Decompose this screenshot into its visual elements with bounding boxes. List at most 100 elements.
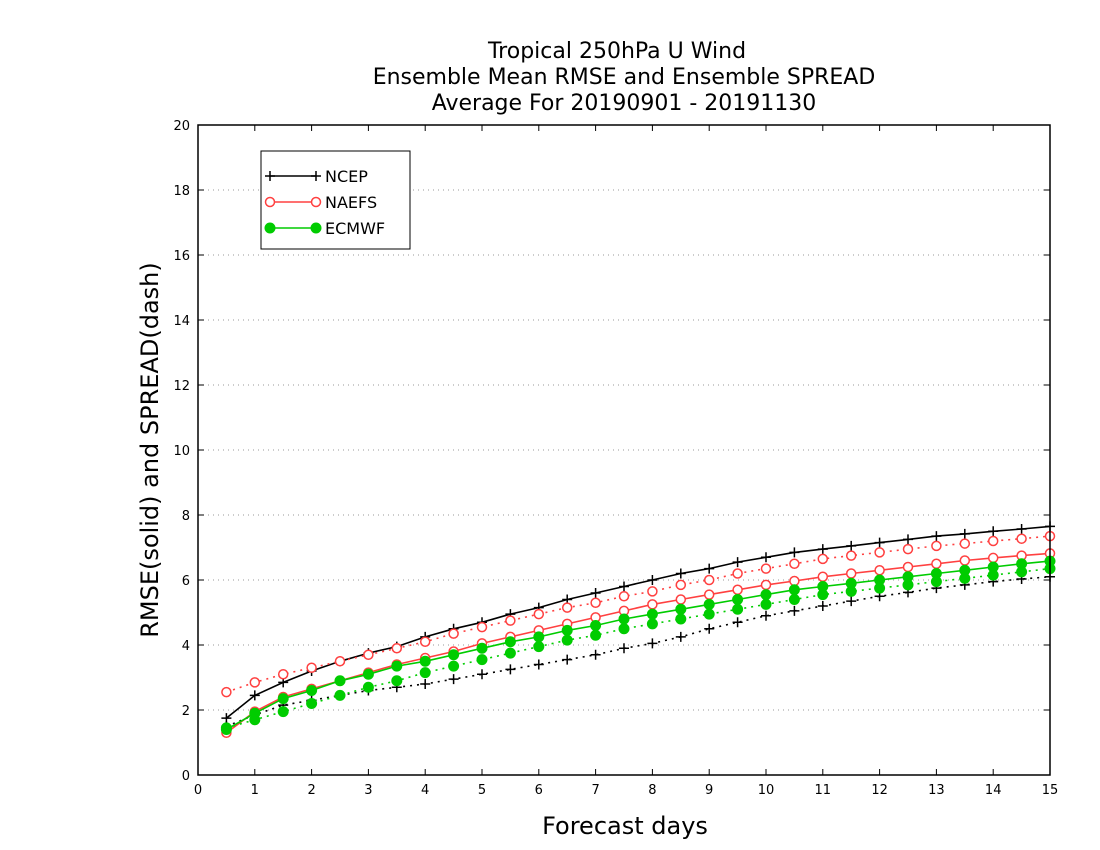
ecmwf-rmse-point: [504, 636, 516, 648]
x-tick-label: 10: [758, 783, 775, 798]
naefs-spread-point: [363, 649, 374, 660]
ecmwf-spread-point: [646, 618, 658, 630]
ecmwf-rmse-point: [817, 581, 829, 592]
naefs-spread-point: [334, 656, 346, 667]
ncep-rmse-point: [221, 713, 232, 724]
naefs-spread-point: [874, 547, 885, 558]
naefs-rmse-point: [931, 558, 942, 569]
y-tick-label: 0: [182, 769, 190, 784]
ncep-rmse-point: [761, 552, 771, 563]
ncep-spread-point: [704, 623, 715, 634]
naefs-spread-point: [277, 669, 289, 680]
naefs-spread-point: [931, 540, 942, 552]
ecmwf-rmse-point: [448, 649, 460, 661]
ecmwf-spread-point: [476, 654, 488, 666]
legend-label-naefs: NAEFS: [325, 193, 377, 212]
ecmwf-rmse-point: [987, 561, 999, 573]
ecmwf-rmse-point: [618, 613, 630, 625]
ecmwf-rmse-point: [874, 574, 886, 586]
ecmwf-spread-point: [306, 698, 318, 709]
x-tick-label: 2: [307, 783, 315, 798]
ncep-rmse-point: [817, 544, 828, 555]
ecmwf-spread-point: [504, 647, 516, 659]
naefs-spread-point: [703, 574, 715, 586]
naefs-rmse-point: [789, 575, 800, 587]
ecmwf-rmse-point: [277, 693, 289, 705]
naefs-rmse-point: [987, 552, 999, 564]
ecmwf-rmse-point: [561, 624, 573, 636]
naefs-spread-point: [817, 553, 829, 565]
x-tick-label: 13: [928, 783, 945, 798]
ecmwf-rmse-point: [533, 631, 545, 643]
ecmwf-rmse-point: [788, 584, 800, 596]
ncep-spread-point: [562, 654, 573, 665]
legend-marker: [265, 171, 275, 181]
ncep-spread-point: [817, 601, 828, 611]
ecmwf-rmse-point: [902, 571, 914, 583]
x-tick-label: 1: [251, 783, 259, 798]
ncep-rmse-point: [675, 568, 686, 579]
y-axis-label: RMSE(solid) and SPREAD(dash): [136, 262, 164, 638]
naefs-spread-point: [249, 677, 261, 688]
ecmwf-spread-point: [675, 613, 687, 625]
ncep-rmse-point: [732, 557, 743, 568]
ecmwf-rmse-point: [476, 642, 488, 654]
ecmwf-rmse-point: [590, 620, 602, 631]
y-tick-label: 6: [182, 574, 190, 589]
naefs-rmse-point: [760, 579, 772, 591]
x-tick-label: 14: [985, 783, 1002, 798]
ncep-rmse-point: [704, 563, 715, 574]
ecmwf-spread-point: [703, 608, 715, 620]
naefs-spread-point: [419, 636, 431, 647]
ecmwf-spread-point: [362, 681, 374, 693]
naefs-spread-point: [618, 591, 630, 602]
ncep-spread-point: [505, 664, 516, 675]
plot-frame: [197, 124, 1051, 776]
x-tick-label: 8: [648, 783, 656, 798]
naefs-spread-point: [987, 535, 999, 547]
ecmwf-rmse-point: [703, 598, 715, 610]
ecmwf-spread-point: [760, 598, 772, 610]
ncep-rmse-point: [590, 588, 601, 598]
title-line-2: Ensemble Mean RMSE and Ensemble SPREAD: [373, 65, 876, 90]
y-tick-label: 14: [173, 314, 190, 329]
ncep-spread-line: [226, 576, 1051, 728]
ncep-rmse-point: [647, 575, 658, 585]
naefs-spread-point: [533, 608, 545, 620]
ecmwf-spread-point: [419, 667, 431, 679]
naefs-spread-point: [789, 558, 800, 569]
plot-series: [220, 521, 1056, 738]
legend-label-ecmwf: ECMWF: [325, 219, 385, 238]
naefs-spread-point: [675, 579, 687, 591]
ecmwf-rmse-point: [959, 564, 971, 576]
naefs-spread-point: [476, 621, 488, 633]
ncep-spread-point: [477, 669, 487, 680]
ecmwf-spread-point: [277, 706, 289, 718]
ncep-spread-point: [732, 617, 743, 628]
ncep-rmse-point: [874, 537, 885, 548]
naefs-rmse-point: [732, 584, 743, 595]
ecmwf-rmse-point: [732, 594, 744, 605]
legend-marker: [311, 171, 321, 181]
ncep-rmse-line: [225, 525, 1051, 719]
ncep-rmse-point: [959, 528, 970, 539]
title-line-1: Tropical 250hPa U Wind: [487, 39, 746, 64]
ncep-rmse-point: [931, 531, 942, 542]
ecmwf-spread-point: [334, 689, 346, 701]
naefs-spread-point: [221, 686, 232, 698]
naefs-spread-line: [226, 535, 1051, 693]
naefs-spread-point: [505, 615, 516, 626]
ecmwf-rmse-point: [646, 608, 658, 620]
x-tick-label: 7: [591, 783, 599, 798]
ncep-spread-point: [448, 674, 459, 685]
naefs-rmse-point: [959, 555, 971, 566]
y-tick-label: 20: [173, 119, 190, 134]
ecmwf-spread-point: [590, 629, 602, 641]
ncep-rmse-point: [789, 547, 800, 558]
x-tick-label: 5: [478, 783, 486, 798]
legend-marker: [310, 196, 322, 208]
ecmwf-rmse-point: [362, 668, 374, 680]
legend-label-ncep: NCEP: [325, 167, 368, 186]
series-naefs: [221, 530, 1056, 738]
